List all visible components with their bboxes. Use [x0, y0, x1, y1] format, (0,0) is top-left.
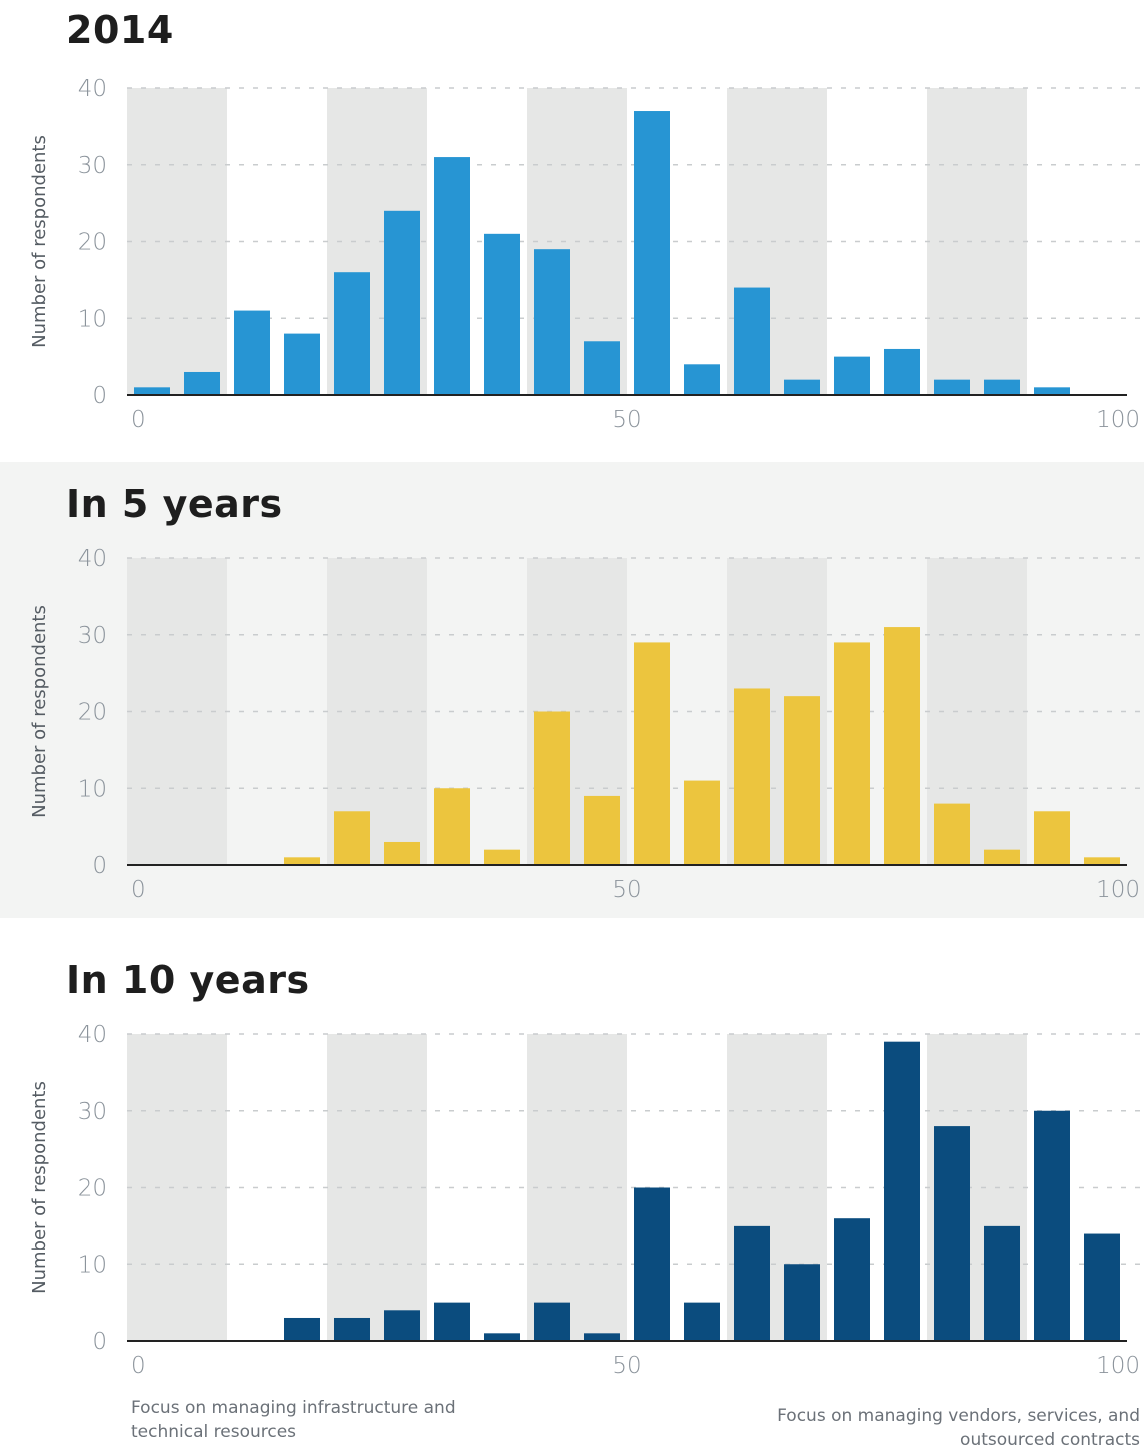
y-tick-label: 0 — [92, 383, 107, 409]
chart-title-10-years: In 10 years — [66, 958, 310, 1002]
chart-title-5-years: In 5 years — [66, 482, 283, 526]
bar — [784, 379, 820, 395]
y-tick-label: 30 — [78, 1099, 107, 1125]
panel-2014: 2014 0 10 20 30 40 0 50 100 Number of respondent… — [0, 0, 1144, 455]
bar — [634, 111, 670, 396]
bar — [434, 157, 470, 395]
bar — [284, 1317, 320, 1341]
chart-title-2014: 2014 — [66, 8, 174, 52]
bar — [834, 642, 870, 865]
bar — [384, 841, 420, 865]
bar — [334, 272, 370, 395]
y-tick-label: 10 — [78, 1252, 107, 1278]
bar — [584, 1333, 620, 1341]
bar — [434, 1302, 470, 1341]
bar — [734, 688, 770, 865]
y-tick-label: 10 — [78, 776, 107, 802]
bar — [184, 371, 220, 395]
bar — [984, 849, 1020, 865]
bar — [284, 333, 320, 395]
x-tick-label: 0 — [131, 407, 146, 433]
bar — [534, 1302, 570, 1341]
bar — [584, 341, 620, 395]
y-axis-label: Number of respondents — [29, 1081, 50, 1294]
bar — [634, 1187, 670, 1341]
bar — [284, 857, 320, 865]
bar — [334, 1317, 370, 1341]
y-tick-label: 0 — [92, 1329, 107, 1355]
bar — [734, 287, 770, 395]
bar — [334, 811, 370, 865]
bar — [384, 1310, 420, 1341]
panel-5-years: In 5 years 0 10 20 30 40 0 50 100 Number of resp… — [0, 462, 1144, 918]
y-axis-label: Number of respondents — [29, 135, 50, 348]
y-tick-label: 40 — [78, 1022, 107, 1048]
bar — [1084, 857, 1120, 865]
bar — [134, 387, 170, 395]
bar — [934, 803, 970, 865]
annotation-right: Focus on managing vendors, services, and… — [777, 1406, 1140, 1450]
x-tick-label: 50 — [612, 877, 641, 903]
x-tick-label: 50 — [612, 407, 641, 433]
bar — [884, 1041, 920, 1341]
bar — [834, 356, 870, 395]
bar — [684, 1302, 720, 1341]
bar — [234, 310, 270, 395]
y-tick-label: 20 — [78, 1176, 107, 1202]
bar — [634, 642, 670, 865]
bar — [484, 233, 520, 395]
bar — [684, 364, 720, 395]
histogram-5-years: 0 10 20 30 40 0 50 100 Number of respondents — [29, 546, 1144, 903]
bar — [684, 780, 720, 865]
bar — [934, 1126, 970, 1341]
y-tick-label: 20 — [78, 230, 107, 256]
y-tick-label: 30 — [78, 623, 107, 649]
x-tick-label: 100 — [1096, 407, 1140, 433]
bar — [984, 379, 1020, 395]
y-tick-label: 0 — [92, 853, 107, 879]
bar — [1034, 387, 1070, 395]
y-tick-label: 30 — [78, 153, 107, 179]
bar — [484, 1333, 520, 1341]
bar — [884, 627, 920, 865]
bar — [384, 210, 420, 395]
y-axis-label: Number of respondents — [29, 605, 50, 818]
bar — [784, 1264, 820, 1341]
bar — [484, 849, 520, 865]
histogram-2014: 0 10 20 30 40 0 50 100 Number of respondents — [29, 76, 1144, 433]
bar — [934, 379, 970, 395]
panel-10-years: In 10 years 0 10 20 30 40 0 50 100 Number of res… — [0, 930, 1144, 1454]
x-tick-label: 100 — [1096, 1353, 1140, 1379]
bar — [534, 249, 570, 395]
histogram-10-years: 0 10 20 30 40 0 50 100 Number of respondents — [29, 1022, 1144, 1379]
bar — [534, 711, 570, 865]
x-tick-label: 100 — [1096, 877, 1140, 903]
bar — [434, 788, 470, 865]
x-tick-label: 0 — [131, 1353, 146, 1379]
bar — [584, 795, 620, 865]
bar — [984, 1225, 1020, 1341]
bar — [784, 696, 820, 865]
bar — [884, 348, 920, 395]
bar — [1034, 1110, 1070, 1341]
bar — [834, 1218, 870, 1341]
bar — [1034, 811, 1070, 865]
x-tick-label: 50 — [612, 1353, 641, 1379]
y-tick-label: 10 — [78, 306, 107, 332]
x-tick-label: 0 — [131, 877, 146, 903]
y-tick-label: 20 — [78, 700, 107, 726]
y-tick-label: 40 — [78, 76, 107, 102]
y-tick-label: 40 — [78, 546, 107, 572]
annotation-left: Focus on managing infrastructure and tec… — [131, 1398, 456, 1442]
bar — [734, 1225, 770, 1341]
bar — [1084, 1233, 1120, 1341]
